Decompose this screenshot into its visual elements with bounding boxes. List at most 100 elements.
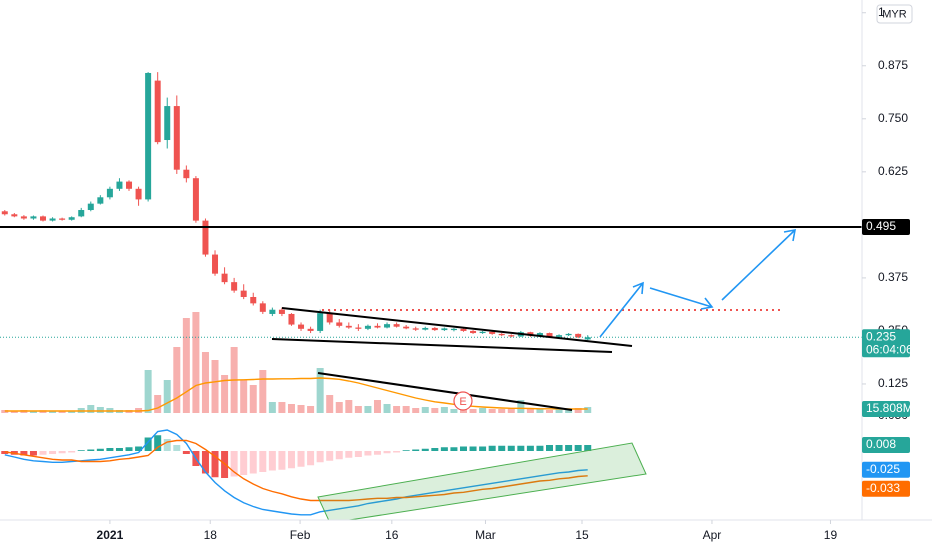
volume-bar [68, 410, 76, 413]
volume-bar [498, 409, 506, 413]
macd-histogram-bar [297, 451, 305, 467]
macd-histogram-bar [326, 451, 334, 461]
volume-trendline [317, 372, 573, 411]
signal-value-label: -0.033 [866, 481, 900, 495]
candle-body [393, 324, 400, 327]
candle-body [212, 254, 219, 274]
candle-body [30, 216, 37, 219]
macd-histogram-bar [402, 450, 410, 451]
y-tick-label: 0.125 [878, 376, 908, 390]
volume-bar [469, 409, 477, 413]
macd-histogram-bar [20, 451, 28, 456]
macd-histogram-bar [125, 447, 133, 451]
projection-arrows [599, 229, 796, 338]
signal-line [4, 439, 588, 502]
volume-bar [316, 368, 324, 413]
hline-level-box [862, 218, 910, 235]
currency-box[interactable] [876, 4, 913, 24]
y-tick-label: 1 [878, 5, 885, 19]
candle-body [345, 325, 352, 328]
x-tick-label: Mar [475, 528, 496, 542]
macd-histogram-bar [58, 451, 66, 454]
macd-histogram-bar [68, 451, 76, 453]
candle-body [298, 324, 305, 329]
candle-body [78, 210, 85, 217]
candle-body [508, 335, 515, 337]
earnings-label[interactable]: E [459, 396, 466, 408]
volume-bar [393, 406, 401, 413]
volume-bar [297, 405, 305, 413]
candle-body [97, 197, 104, 204]
y-tick-label: 0.750 [878, 111, 908, 125]
volume-bar [536, 409, 544, 413]
macd-histogram-bar [29, 451, 37, 456]
candle-body [87, 203, 94, 211]
candle-body [49, 218, 56, 221]
volume-bar [431, 408, 439, 413]
candle-body [1, 211, 8, 215]
time-axis-bg [0, 520, 932, 550]
macd-channel [317, 442, 647, 524]
volume-bar [421, 407, 429, 413]
candle-body [183, 169, 190, 179]
candle-body [11, 214, 18, 217]
macd-histogram-bar [565, 445, 573, 451]
currency-label[interactable]: MYR [882, 8, 907, 20]
macd-histogram-bar [259, 451, 267, 472]
candle-body [192, 178, 199, 221]
candle-body [422, 327, 429, 330]
candle-body [259, 303, 266, 312]
candle-body [135, 188, 142, 200]
macd-histogram-bar [307, 451, 315, 466]
volume-bar [173, 347, 181, 413]
macd-histogram-bar [278, 451, 286, 470]
macd-histogram-bar [106, 448, 114, 451]
volume-bar [440, 407, 448, 413]
candle-body [173, 106, 180, 170]
macd-histogram-bar [201, 451, 209, 474]
volume-bar [58, 411, 66, 413]
macd-hist-value-label: 0.008 [866, 437, 896, 451]
macd-histogram-bar [412, 449, 420, 451]
candle-body [288, 313, 295, 325]
macd-histogram-bar [584, 445, 592, 451]
macd-histogram-bar [211, 451, 219, 478]
drawings-layer: E [0, 225, 862, 524]
macd-histogram-bar [96, 448, 104, 451]
candle-body [441, 328, 448, 331]
candle-body [317, 313, 324, 331]
candle-body [479, 331, 486, 334]
volume-bar [345, 400, 353, 413]
macd-histogram-bar [87, 449, 95, 451]
x-tick-label: 19 [824, 528, 838, 542]
candle-body [68, 217, 75, 220]
volume-bar [479, 408, 487, 413]
trendline-lower [271, 338, 613, 353]
volume-bar [373, 400, 381, 413]
earnings-icon[interactable] [453, 391, 473, 411]
macd-histogram-bar [574, 445, 582, 451]
macd-histogram-bar [115, 448, 123, 451]
macd-histogram-bar [383, 451, 391, 454]
trendline-upper [281, 307, 633, 347]
volume-bar [192, 312, 200, 413]
macd-histogram-bar [488, 445, 496, 451]
candle-body [536, 333, 543, 336]
candle-body [278, 309, 285, 314]
arrow-up-2 [721, 229, 796, 301]
y-tick-label: 0.375 [878, 270, 908, 284]
macd-histogram-bar [373, 451, 381, 455]
volume-bar [555, 409, 563, 413]
volume-bar [584, 407, 592, 413]
candle-body [364, 325, 371, 329]
candle-body [431, 327, 438, 331]
x-tick-label: 18 [204, 528, 218, 542]
candle-body [202, 220, 209, 255]
macd-histogram-bar [39, 451, 47, 455]
macd-histogram-bar [498, 445, 506, 451]
volume-bar [383, 404, 391, 413]
volume-bar [402, 406, 410, 413]
volume-bar [1, 410, 9, 413]
